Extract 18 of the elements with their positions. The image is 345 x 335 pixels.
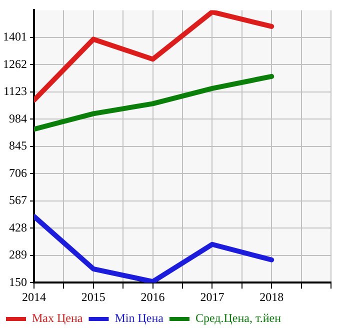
y-tick-label: 706 — [9, 166, 27, 180]
legend-label: Сред.Цена, т.йен — [195, 311, 282, 326]
y-tick-label: 1123 — [3, 84, 27, 98]
legend-label: Min Цена — [114, 311, 164, 326]
x-tick-label: 2014 — [22, 290, 46, 304]
y-tick-label: 567 — [9, 193, 27, 208]
x-tick-label: 2016 — [140, 290, 165, 304]
x-tick-label: 2017 — [200, 290, 224, 304]
y-tick-label: 984 — [9, 111, 27, 126]
y-tick-label: 1401 — [3, 30, 27, 44]
y-tick-label: 289 — [9, 248, 27, 262]
y-tick-label: 1262 — [3, 56, 27, 71]
x-tick-label: 2018 — [260, 290, 284, 304]
x-tick-label: 2015 — [81, 290, 106, 304]
y-tick-label: 845 — [9, 138, 27, 153]
y-tick-label: 150 — [9, 274, 27, 289]
legend-label: Max Цена — [32, 311, 84, 326]
y-tick-label: 428 — [9, 220, 27, 234]
